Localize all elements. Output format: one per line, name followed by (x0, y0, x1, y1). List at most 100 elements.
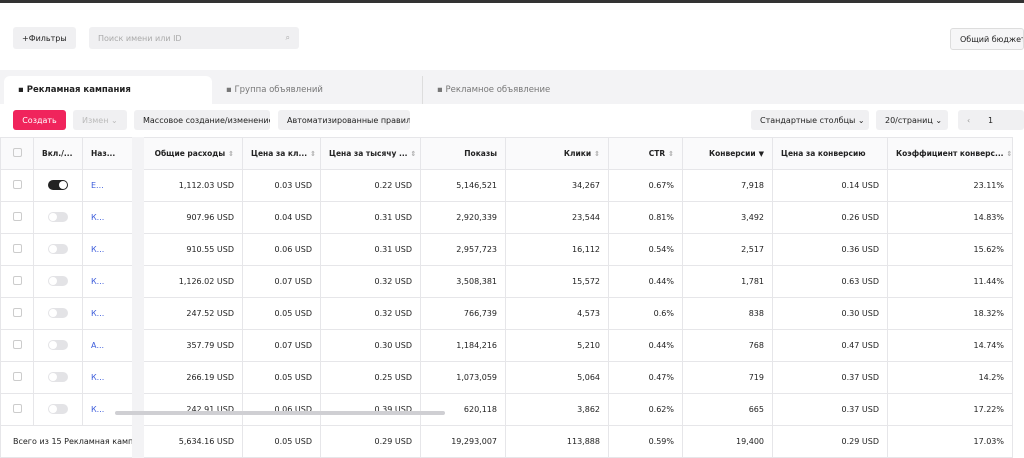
campaign-link[interactable]: К... (91, 309, 105, 318)
toggle[interactable] (48, 339, 68, 350)
cell: 247.52 USD (137, 297, 243, 330)
header-label: Цена за конверсию (781, 149, 866, 158)
tab[interactable]: ▪ Группа объявлений (226, 85, 323, 95)
cell: 7,918 (682, 169, 773, 202)
header-label: Вкл./... (42, 149, 73, 158)
cell: 16,112 (505, 233, 609, 266)
cell: 0.47 USD (772, 329, 888, 362)
tab[interactable]: ▪ Рекламное объявление (422, 76, 642, 104)
cell: 5,146,521 (420, 169, 506, 202)
cell: 0.62% (608, 393, 683, 426)
total-cell: 0.05 USD (242, 425, 321, 458)
total-cell: 17.03% (887, 425, 1013, 458)
rules-label: Автоматизированные правила (287, 115, 410, 125)
campaign-link[interactable]: К... (91, 373, 105, 382)
toggle[interactable] (48, 211, 68, 222)
checkbox[interactable] (12, 276, 22, 285)
tab-label: Группа объявлений (234, 85, 323, 95)
scrollbar[interactable] (115, 411, 445, 415)
cell: 838 (682, 297, 773, 330)
cell: 0.54% (608, 233, 683, 266)
cell (33, 201, 83, 234)
header-cell: Показы (420, 137, 506, 170)
campaign-link[interactable]: К... (91, 277, 105, 286)
per-page-dropdown[interactable]: 20/страниц ⌄ (876, 110, 948, 130)
checkbox[interactable] (12, 340, 22, 349)
cell: 719 (682, 361, 773, 394)
toggle[interactable] (48, 307, 68, 318)
tab-bar: ▪ Рекламная кампания ▪ Группа объявлений… (0, 70, 1024, 104)
cell: К... (82, 201, 144, 234)
cell: 23.11% (887, 169, 1013, 202)
checkbox[interactable] (12, 148, 22, 157)
header-cell: Цена за кл... ⇕ (242, 137, 321, 170)
campaign-link[interactable]: А... (91, 341, 105, 350)
table-row: К... 1,126.02 USD 0.07 USD 0.32 USD 3,508,38… (0, 265, 1013, 298)
table-row: К... 907.96 USD 0.04 USD 0.31 USD 2,920,339 2… (0, 201, 1013, 234)
checkbox[interactable] (12, 244, 22, 253)
budget-button[interactable]: Общий бюджет (950, 28, 1024, 50)
toggle[interactable] (48, 243, 68, 254)
create-label: Создать (22, 115, 57, 125)
toggle[interactable] (48, 371, 68, 382)
columns-label: Стандартные столбцы (760, 115, 856, 125)
bulk-dropdown[interactable]: Массовое создание/изменение ⌄ (134, 110, 270, 130)
rules-dropdown[interactable]: Автоматизированные правила ⌄ (278, 110, 410, 130)
cell (0, 329, 34, 362)
search-input[interactable]: Поиск имени или ID ⌕ (89, 27, 299, 49)
cell: 0.31 USD (320, 201, 421, 234)
cell: 1,112.03 USD (137, 169, 243, 202)
table-row: К... 242.91 USD 0.06 USD 0.39 USD 620,118 3,8… (0, 393, 1013, 426)
checkbox[interactable] (12, 372, 22, 381)
columns-dropdown[interactable]: Стандартные столбцы ⌄ (751, 110, 869, 130)
toggle[interactable] (48, 275, 68, 286)
cell: 242.91 USD (137, 393, 243, 426)
cell: Е... (82, 169, 144, 202)
total-cell: 0.59% (608, 425, 683, 458)
create-button[interactable]: Создать (13, 110, 66, 130)
checkbox[interactable] (12, 180, 22, 189)
search-placeholder: Поиск имени или ID (98, 33, 182, 43)
sort-icon: ⇕ (310, 150, 316, 158)
toggle[interactable] (48, 403, 68, 414)
cell: 1,126.02 USD (137, 265, 243, 298)
checkbox[interactable] (12, 212, 22, 221)
total-cell: 0.29 USD (772, 425, 888, 458)
campaign-link[interactable]: Е... (91, 181, 104, 190)
tab[interactable]: ▪ Рекламная кампания (4, 76, 212, 104)
sort-icon: ⇕ (228, 150, 234, 158)
cell: 0.07 USD (242, 329, 321, 362)
header-cell: CTR ⇕ (608, 137, 683, 170)
campaign-link[interactable]: К... (91, 213, 105, 222)
cell: 34,267 (505, 169, 609, 202)
checkbox[interactable] (12, 404, 22, 413)
campaign-link[interactable]: К... (91, 245, 105, 254)
cell: 0.07 USD (242, 265, 321, 298)
per-page-label: 20/страниц (885, 115, 933, 125)
cell: 0.30 USD (320, 329, 421, 362)
header-label: Общие расходы (154, 149, 226, 158)
total-cell: 0.29 USD (320, 425, 421, 458)
cell: 1,781 (682, 265, 773, 298)
cell: 14.83% (887, 201, 1013, 234)
total-cell: 19,400 (682, 425, 773, 458)
header-cell: Общие расходы ⇕ (137, 137, 243, 170)
edit-dropdown[interactable]: Измен ⌄ (73, 110, 127, 130)
sort-icon: ⇕ (1006, 150, 1013, 158)
header-label: Конверсии (708, 149, 756, 158)
cell: 0.32 USD (320, 297, 421, 330)
campaign-link[interactable]: К... (91, 405, 105, 414)
total-cell: 5,634.16 USD (137, 425, 243, 458)
cell: 0.22 USD (320, 169, 421, 202)
table-row: К... 247.52 USD 0.05 USD 0.32 USD 766,739 4,5… (0, 297, 1013, 330)
header-label: Клики (563, 149, 592, 158)
tab-label: Рекламная кампания (26, 85, 131, 95)
toggle[interactable] (48, 179, 68, 190)
cell: 3,508,381 (420, 265, 506, 298)
cell: 0.44% (608, 329, 683, 362)
pager[interactable]: ‹ 1 (958, 110, 1024, 130)
cell: 1,184,216 (420, 329, 506, 362)
checkbox[interactable] (12, 308, 22, 317)
filters-button[interactable]: + Фильтры (13, 27, 76, 49)
header-cell: Коэффициент конверс... ⇕ (887, 137, 1013, 170)
